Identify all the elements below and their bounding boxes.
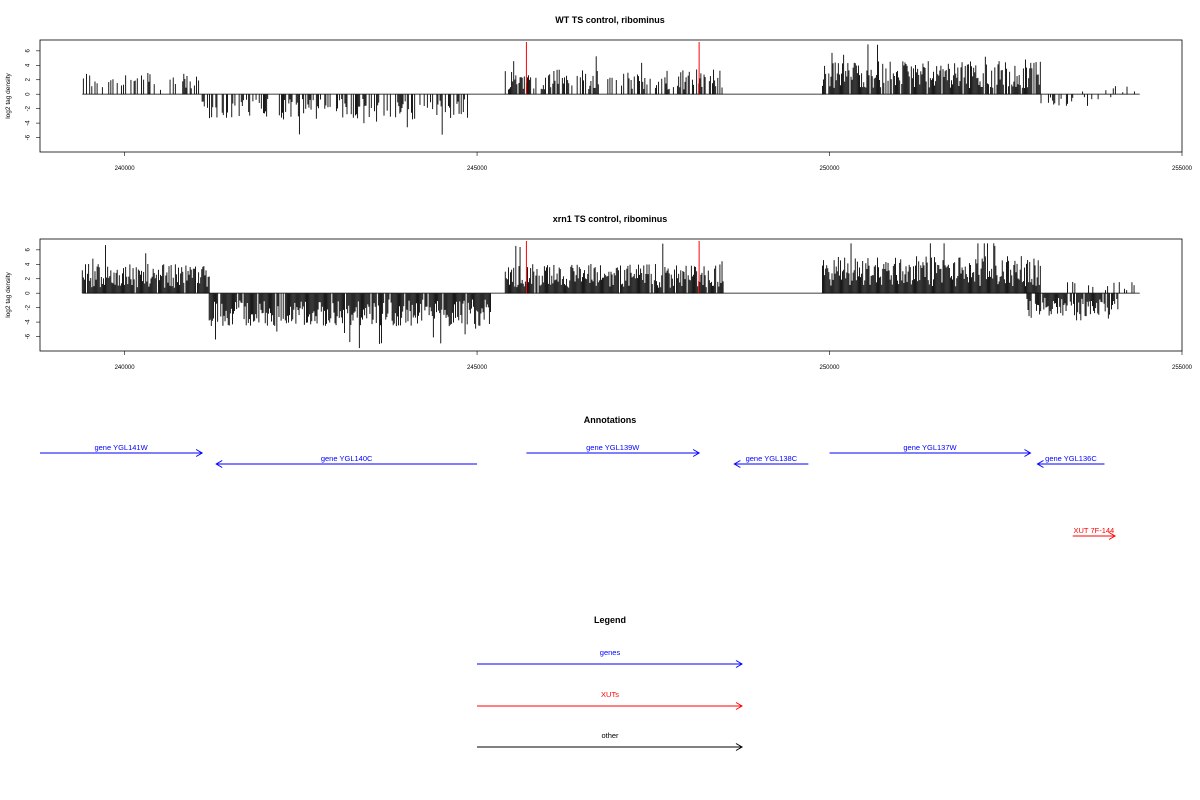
arrowhead-icon (1036, 460, 1044, 468)
feature-xut-7f-144: XUT 7F-144 (1072, 526, 1117, 540)
panel-title: xrn1 TS control, ribominus (553, 214, 668, 224)
arrowhead-icon (735, 660, 743, 668)
y-tick-label: -6 (26, 134, 32, 140)
y-tick-label: 4 (26, 63, 32, 67)
arrowhead-icon (1024, 449, 1032, 457)
arrowhead-icon (1108, 532, 1117, 540)
feature-gene-ygl141w: gene YGL141W (40, 443, 204, 457)
y-tick-label: 0 (26, 92, 32, 96)
feature-gene-ygl138c: gene YGL138C (733, 454, 809, 468)
legend-entry-xuts: XUTs (477, 690, 743, 710)
x-tick-label: 255000 (1172, 166, 1193, 172)
arrowhead-icon (733, 460, 741, 468)
feature-label: gene YGL136C (1045, 454, 1097, 463)
arrowhead-icon (215, 460, 223, 468)
feature-label: gene YGL138C (746, 454, 798, 463)
x-tick-label: 245000 (467, 166, 488, 172)
y-axis-label: log2 tag density (5, 271, 12, 317)
feature-label: gene YGL140C (321, 454, 373, 463)
legend-entry-other: other (477, 731, 743, 751)
signal-panel-2: xrn1 TS control, ribominus log2 tag densi… (5, 214, 1193, 371)
annotations-title: Annotations (584, 415, 637, 425)
y-tick-label: 6 (26, 49, 32, 53)
y-tick-label: 6 (26, 248, 32, 252)
x-tick-label: 240000 (115, 166, 136, 172)
y-tick-label: 4 (26, 262, 32, 266)
feature-gene-ygl139w: gene YGL139W (526, 443, 701, 457)
density-bars (82, 44, 1135, 135)
arrowhead-icon (692, 449, 701, 457)
density-bars (81, 243, 1135, 349)
legend-label: XUTs (601, 690, 619, 699)
feature-gene-ygl137w: gene YGL137W (829, 443, 1032, 457)
arrowhead-icon (735, 743, 743, 751)
legend-title: Legend (594, 615, 626, 625)
legend-label: other (601, 731, 619, 740)
arrowhead-icon (195, 449, 204, 457)
x-tick-label: 255000 (1172, 365, 1193, 371)
x-tick-label: 245000 (467, 365, 488, 371)
x-tick-label: 250000 (820, 166, 841, 172)
plot-frame (39, 238, 1183, 352)
x-tick-label: 240000 (115, 365, 136, 371)
panel-title: WT TS control, ribominus (555, 15, 665, 25)
annotations-track: Annotations gene YGL141W gene YGL140C gene… (40, 415, 1117, 540)
feature-label: XUT 7F-144 (1074, 526, 1115, 535)
feature-gene-ygl140c: gene YGL140C (215, 454, 478, 468)
feature-label: gene YGL137W (903, 443, 957, 452)
signal-panels: WT TS control, ribominus log2 tag density… (5, 15, 1193, 371)
x-tick-label: 250000 (820, 365, 841, 371)
feature-label: gene YGL141W (94, 443, 148, 452)
y-tick-label: -4 (26, 120, 32, 126)
legend: Legend genes XUTs other (477, 615, 743, 751)
y-tick-label: -2 (26, 105, 32, 111)
y-tick-label: 0 (26, 291, 32, 295)
y-tick-label: 2 (26, 276, 32, 280)
y-axis-label: log2 tag density (5, 72, 12, 118)
signal-panel-1: WT TS control, ribominus log2 tag density… (5, 15, 1193, 172)
legend-label: genes (600, 648, 621, 657)
feature-gene-ygl136c: gene YGL136C (1036, 454, 1105, 468)
y-tick-label: -4 (26, 319, 32, 325)
arrowhead-icon (735, 702, 743, 710)
legend-entry-genes: genes (477, 648, 743, 668)
feature-label: gene YGL139W (586, 443, 640, 452)
plot-frame (39, 39, 1183, 153)
y-tick-label: 2 (26, 77, 32, 81)
y-tick-label: -2 (26, 304, 32, 310)
y-tick-label: -6 (26, 333, 32, 339)
